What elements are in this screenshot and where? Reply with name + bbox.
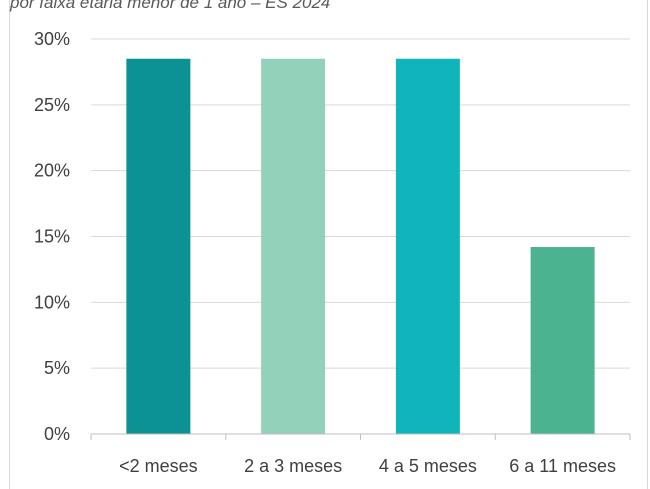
y-tick-label: 25%: [34, 95, 70, 115]
y-tick-label: 10%: [34, 292, 70, 312]
y-tick-label: 5%: [44, 358, 70, 378]
chart-title: por faixa etária menor de 1 ano – ES 202…: [10, 0, 331, 12]
bar: [395, 58, 460, 434]
bars: [126, 58, 595, 434]
y-tick-label: 15%: [34, 227, 70, 247]
x-tick-label: <2 meses: [119, 456, 198, 476]
y-tick-label: 30%: [34, 29, 70, 49]
x-axis: [90, 433, 631, 440]
x-tick-label: 6 a 11 meses: [509, 456, 616, 476]
y-axis-labels: 0% 5% 10% 15% 20% 25% 30%: [34, 29, 70, 444]
x-tick-label: 2 a 3 meses: [244, 456, 342, 476]
x-axis-labels: <2 meses 2 a 3 meses 4 a 5 meses 6 a 11 mes…: [119, 456, 616, 476]
bar: [530, 247, 595, 434]
y-tick-label: 0%: [44, 424, 70, 444]
bar: [126, 58, 191, 434]
chart-area-border: [9, 0, 648, 489]
bar: [261, 58, 326, 434]
y-tick-label: 20%: [34, 161, 70, 181]
x-tick-label: 4 a 5 meses: [379, 456, 477, 476]
